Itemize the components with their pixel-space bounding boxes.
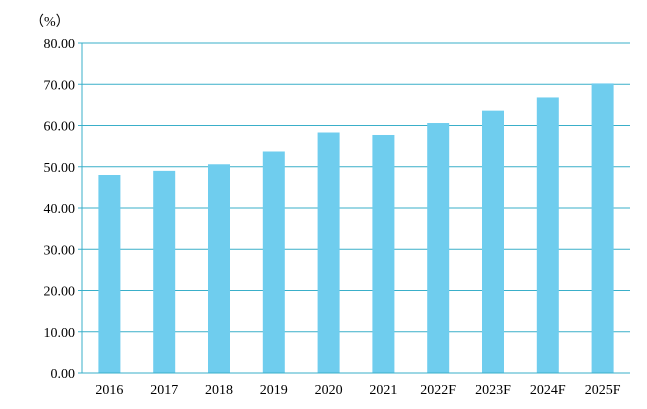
x-tick-label: 2025F: [585, 383, 621, 398]
y-unit-label: （%）: [30, 14, 70, 30]
tick-labels: 0.00 10.00 20.00 30.00 40.00 50.00 60.00 70.00 8…: [44, 37, 621, 398]
y-tick-label: 10.00: [44, 326, 76, 341]
x-tick-label: 2023F: [475, 383, 511, 398]
x-tick-label: 2021: [369, 383, 397, 398]
bar: [372, 134, 395, 373]
bar: [427, 123, 450, 374]
x-tick-label: 2022F: [420, 383, 456, 398]
y-tick-label: 30.00: [44, 243, 76, 258]
bar: [98, 175, 121, 373]
y-tick-label: 70.00: [44, 78, 76, 93]
bar: [317, 132, 340, 373]
bars: [98, 83, 614, 374]
bar: [482, 110, 504, 374]
bar: [208, 164, 230, 373]
y-tick-label: 40.00: [44, 202, 76, 217]
bar: [536, 97, 559, 373]
axes: [78, 42, 630, 374]
bar: [591, 83, 614, 374]
x-tick-label: 2020: [315, 383, 343, 398]
x-tick-label: 2018: [205, 383, 233, 398]
y-tick-label: 20.00: [44, 285, 76, 300]
y-tick-label: 50.00: [44, 161, 76, 176]
bar: [153, 170, 176, 373]
y-tick-label: 0.00: [51, 367, 76, 382]
x-tick-label: 2017: [150, 383, 178, 398]
x-tick-label: 2019: [260, 383, 288, 398]
y-tick-label: 60.00: [44, 120, 76, 135]
x-tick-label: 2024F: [530, 383, 566, 398]
y-tick-label: 80.00: [44, 37, 76, 52]
bar: [262, 151, 285, 373]
x-tick-label: 2016: [95, 383, 123, 398]
